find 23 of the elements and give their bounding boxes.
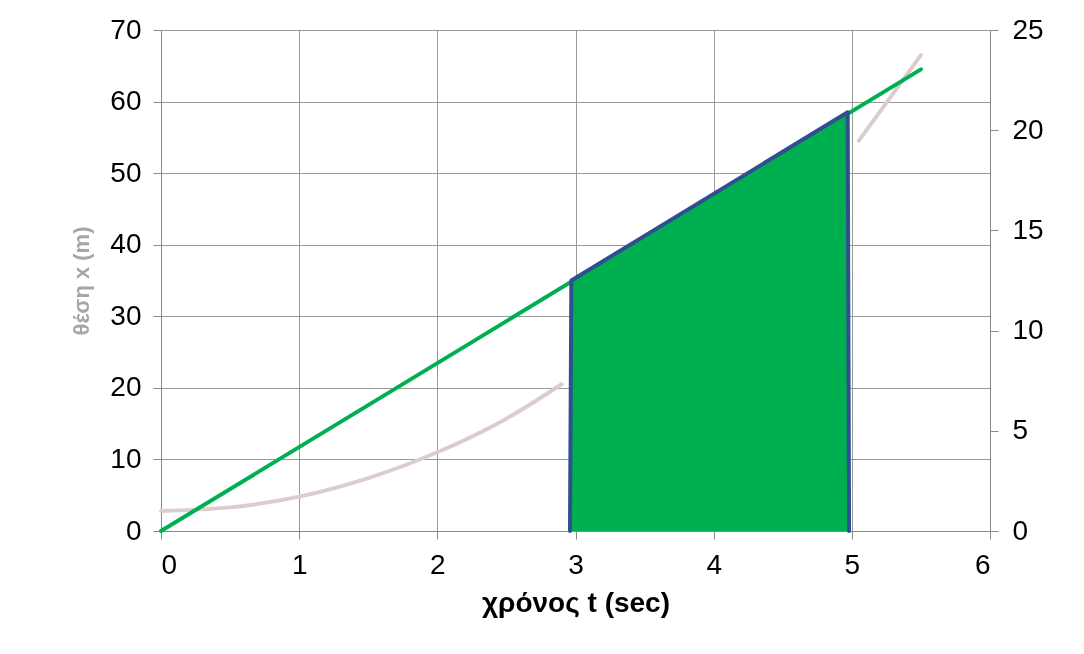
x-tick-label: 1 <box>291 548 308 580</box>
y-tick-label: 20 <box>110 371 142 403</box>
y2-tick-label: 5 <box>1012 414 1029 446</box>
x-tick-label: 3 <box>568 548 584 580</box>
x-tick-label: 2 <box>430 548 446 580</box>
y-tick-label: 60 <box>110 85 142 117</box>
x-tick-label: 6 <box>974 548 991 580</box>
y2-tick-label: 25 <box>1012 13 1044 45</box>
y-tick-label: 40 <box>110 228 142 260</box>
y2-tick-label: 20 <box>1012 113 1044 145</box>
x-tick-label: 5 <box>844 548 861 580</box>
x-tick-label: 0 <box>161 548 178 580</box>
y-tick-label: 50 <box>110 156 142 188</box>
y-axis-title: θέση x (m) <box>69 226 95 336</box>
y2-tick-label: 10 <box>1012 314 1044 346</box>
y-tick-label: 30 <box>110 299 142 331</box>
x-axis-title: χρόνος t (sec) <box>481 586 671 618</box>
y-tick-label: 70 <box>110 13 142 45</box>
y-tick-label: 10 <box>110 442 142 474</box>
y2-tick-label: 15 <box>1012 213 1044 245</box>
y2-tick-label: 0 <box>1012 514 1029 546</box>
y-tick-label: 0 <box>125 514 142 546</box>
x-tick-label: 4 <box>706 548 722 580</box>
